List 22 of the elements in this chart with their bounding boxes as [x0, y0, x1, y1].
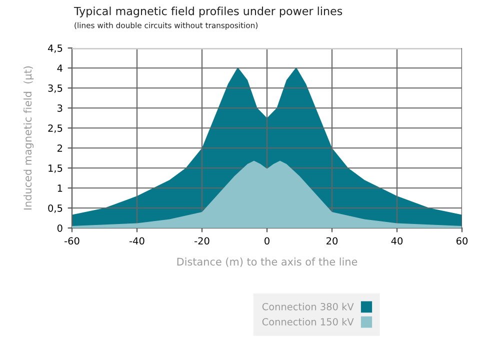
x-tick-label: -60 [64, 237, 80, 245]
x-tick-label: 60 [456, 237, 468, 245]
y-tick-label: 2,5 [48, 124, 62, 133]
y-tick-label: 1 [58, 184, 62, 192]
x-tick-label: -20 [194, 237, 210, 245]
x-tick-label: 0 [264, 237, 270, 245]
x-axis-title: Distance (m) to the axis of the line [177, 258, 358, 267]
y-tick-label: 0 [57, 224, 62, 232]
legend-label: Connection 150 kV [262, 318, 354, 326]
x-tick-label: 40 [391, 237, 403, 245]
y-tick-label: 2 [58, 144, 62, 152]
y-tick-label: 4 [57, 64, 62, 72]
y-tick-label: 1,5 [48, 164, 62, 173]
y-tick-label: 0,5 [48, 204, 62, 213]
y-axis-title: Induced magnetic field (μt) [24, 66, 34, 210]
y-tick-label: 3,5 [48, 84, 62, 93]
legend-label: Connection 380 kV [262, 302, 354, 310]
y-tick-label: 3 [58, 104, 62, 112]
chart-title: Typical magnetic field profiles under power lines [74, 6, 342, 18]
x-tick-label: 20 [326, 237, 338, 245]
x-tick-label: -40 [130, 237, 144, 245]
y-tick-label: 4,5 [48, 44, 62, 53]
